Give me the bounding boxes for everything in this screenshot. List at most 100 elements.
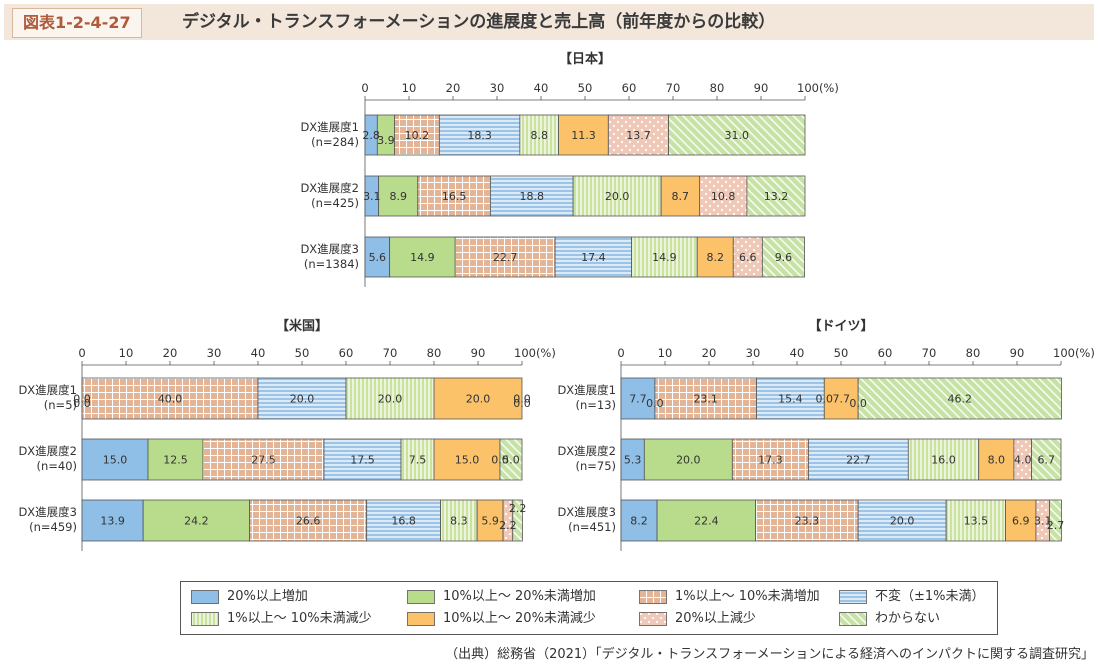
category-label: DX進展度2 — [557, 444, 616, 458]
bar-segment-increase-1to10 — [394, 114, 440, 156]
bar-segment-increase-20plus — [364, 236, 391, 278]
category-label: DX進展度2 — [300, 181, 359, 195]
bar-value-label: 5.6 — [369, 251, 387, 264]
bar-segment-decrease-10to20 — [696, 236, 734, 278]
bar-value-label: 24.2 — [184, 515, 209, 528]
figure-header: 図表1-2-4-27 デジタル・トランスフォーメーションの進展度と売上高（前年度… — [4, 4, 1094, 40]
bar-segment-decrease-1to10 — [519, 114, 560, 156]
bar-segment-decrease-10to20 — [1005, 499, 1037, 542]
x-tick-label: 70 — [666, 81, 681, 95]
bar-value-label: 8.0 — [988, 454, 1006, 467]
chart-legend: 20%以上増加 10%以上～ 20%未満増加 1%以上～ 10%未満増加 不変（±1%… — [180, 581, 998, 635]
bar-segment-unchanged — [554, 236, 633, 278]
legend-swatch — [191, 590, 219, 604]
x-tick-label: 0 — [361, 81, 368, 95]
x-tick-label: 50 — [834, 346, 849, 360]
category-n-label: (n=75) — [575, 459, 616, 473]
bar-value-label: 13.9 — [100, 515, 125, 528]
legend-swatch — [639, 612, 667, 626]
figure-title: デジタル・トランスフォーメーションの進展度と売上高（前年度からの比較） — [182, 12, 776, 32]
bar-value-label: 15.0 — [455, 454, 480, 467]
bar-value-label: 2.8 — [362, 129, 380, 142]
x-tick-label: 100(%) — [1053, 346, 1095, 360]
legend-swatch — [839, 612, 867, 626]
legend-label: 1%以上～ 10%未満増加 — [675, 589, 820, 604]
x-tick-label: 30 — [490, 81, 505, 95]
bar-segment-decrease-1to10 — [440, 499, 478, 542]
bar-value-label: 7.7 — [832, 393, 850, 406]
chart-title: 【米国】 — [276, 318, 328, 334]
bar-segment-unknown — [761, 236, 805, 278]
bar-segment-unchanged — [366, 499, 441, 542]
x-tick-label: 20 — [163, 346, 178, 360]
x-tick-label: 50 — [295, 346, 310, 360]
bar-value-label: 18.8 — [520, 190, 545, 203]
bar-value-label: 13.5 — [964, 515, 989, 528]
bar-segment-increase-10to20 — [389, 236, 456, 278]
bar-segment-unchanged — [808, 438, 909, 481]
bar-segment-increase-20plus — [620, 377, 656, 420]
bar-segment-increase-20plus — [81, 499, 144, 542]
x-tick-label: 90 — [1010, 346, 1025, 360]
bar-segment-unchanged — [857, 499, 947, 542]
bar-segment-decrease-10to20 — [823, 377, 859, 420]
bar-value-label: 20.0 — [605, 190, 630, 203]
bar-value-label: 8.7 — [672, 190, 690, 203]
bar-value-label: 20.0 — [676, 454, 701, 467]
bar-value-label: 12.5 — [163, 454, 188, 467]
bar-value-label: 0.0 — [73, 393, 91, 406]
x-tick-label: 70 — [383, 346, 398, 360]
category-n-label: (n=459) — [29, 520, 77, 534]
bar-value-label: 14.9 — [410, 251, 435, 264]
bar-value-label: 7.7 — [629, 393, 647, 406]
bar-segment-increase-1to10 — [654, 377, 757, 420]
bar-segment-increase-1to10 — [249, 499, 368, 542]
bar-segment-decrease-20plus — [732, 236, 763, 278]
category-label: DX進展度1 — [557, 383, 616, 397]
bar-value-label: 17.4 — [581, 251, 606, 264]
bar-value-label: 5.9 — [481, 515, 499, 528]
bar-value-label: 0.0 — [491, 454, 509, 467]
bar-segment-decrease-1to10 — [945, 499, 1006, 542]
bar-value-label: 23.3 — [795, 515, 820, 528]
legend-swatch — [639, 590, 667, 604]
bar-value-label: 16.0 — [931, 454, 956, 467]
x-tick-label: 30 — [207, 346, 222, 360]
bar-value-label: 27.5 — [251, 454, 276, 467]
x-tick-label: 0 — [617, 346, 624, 360]
bar-value-label: 2.2 — [509, 502, 527, 515]
legend-label: 1%以上～ 10%未満減少 — [227, 611, 372, 626]
bar-value-label: 10.2 — [405, 129, 430, 142]
bar-segment-decrease-10to20 — [558, 114, 609, 156]
x-tick-label: 100(%) — [797, 81, 839, 95]
figure-number: 図表1-2-4-27 — [12, 8, 142, 38]
bar-value-label: 2.7 — [1047, 519, 1065, 532]
legend-swatch — [839, 590, 867, 604]
bar-value-label: 8.8 — [530, 129, 548, 142]
bar-value-label: 5.3 — [624, 454, 642, 467]
bar-value-label: 3.9 — [377, 134, 395, 147]
x-tick-label: 40 — [534, 81, 549, 95]
category-n-label: (n=451) — [568, 520, 616, 534]
bar-value-label: 9.6 — [775, 251, 793, 264]
bar-segment-unknown — [857, 377, 1062, 420]
category-n-label: (n=1384) — [304, 257, 359, 271]
legend-label: 10%以上～ 20%未満減少 — [443, 611, 596, 626]
bar-value-label: 6.6 — [739, 251, 757, 264]
bar-segment-decrease-10to20 — [433, 377, 523, 420]
bar-segment-decrease-1to10 — [345, 377, 435, 420]
x-tick-label: 60 — [339, 346, 354, 360]
chart-panel-0: 【日本】 0 10 20 30 40 50 60 70 80 90 100(%) DX進展度1(n=28… — [300, 51, 839, 287]
x-tick-label: 80 — [966, 346, 981, 360]
x-tick-label: 10 — [658, 346, 673, 360]
bar-value-label: 8.3 — [450, 515, 468, 528]
bar-value-label: 31.0 — [725, 129, 750, 142]
chart-panel-2: 【ドイツ】 0 10 20 30 40 50 60 70 80 90 100(%) DX進展度1(n=1… — [557, 318, 1095, 551]
bar-value-label: 2.2 — [499, 519, 517, 532]
bar-value-label: 13.2 — [764, 190, 789, 203]
category-n-label: (n=425) — [311, 196, 359, 210]
bar-value-label: 6.9 — [1012, 515, 1030, 528]
x-tick-label: 0 — [78, 346, 85, 360]
bar-value-label: 0.0 — [73, 397, 91, 410]
x-tick-label: 40 — [251, 346, 266, 360]
